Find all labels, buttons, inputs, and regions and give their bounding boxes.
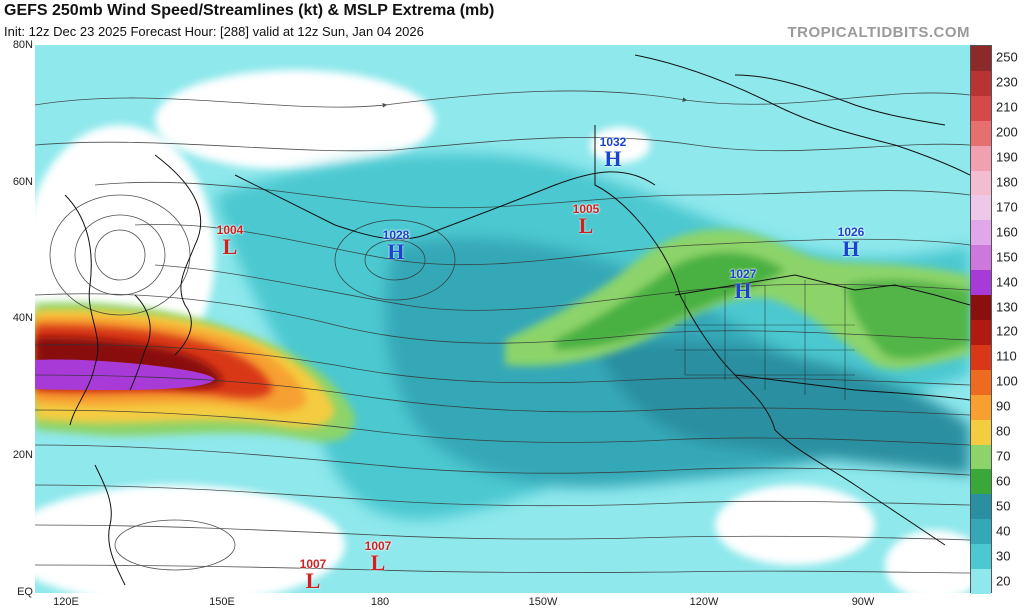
low-symbol: L: [370, 550, 386, 575]
colorbar-tick-label: 150: [996, 249, 1018, 265]
colorbar-tick-label: 190: [996, 149, 1018, 165]
colorbar-swatch: [971, 369, 991, 395]
high-symbol: H: [604, 146, 622, 171]
colorbar-swatch: [971, 195, 991, 221]
brand-watermark[interactable]: TROPICALTIDBITS.COM: [787, 24, 970, 41]
high-symbol: H: [387, 239, 405, 264]
lon-label-120w: 120W: [689, 596, 719, 608]
high-symbol: H: [842, 236, 860, 261]
pressure-value: 1004: [216, 223, 244, 237]
colorbar-swatch: [971, 70, 991, 96]
lon-label-90w: 90W: [851, 596, 875, 608]
lon-label-150w: 150W: [528, 596, 558, 608]
low-symbol: L: [305, 568, 321, 593]
colorbar-swatch: [971, 170, 991, 196]
pressure-value: 1027: [729, 267, 757, 281]
pressure-value: 1005: [572, 202, 600, 216]
lon-label-150e: 150E: [209, 596, 235, 608]
wind-field-svg: [35, 45, 970, 593]
lat-label-60n: 60N: [12, 176, 33, 188]
colorbar-swatch: [971, 344, 991, 370]
colorbar-tick-label: 40: [996, 523, 1011, 539]
lon-label-180: 180: [370, 596, 390, 608]
colorbar-swatch: [971, 494, 991, 520]
colorbar-swatch: [971, 469, 991, 495]
high-pressure-marker[interactable]: 1027 H: [729, 267, 757, 303]
colorbar-tick-label: 70: [996, 448, 1011, 464]
high-pressure-marker[interactable]: 1026 H: [837, 225, 865, 261]
high-symbol: H: [734, 278, 752, 303]
map-title: GEFS 250mb Wind Speed/Streamlines (kt) &…: [4, 2, 495, 19]
colorbar-tick-label: 50: [996, 498, 1011, 514]
streamlines: [35, 90, 970, 574]
colorbar-swatch: [971, 444, 991, 470]
colorbar-tick-label: 140: [996, 274, 1018, 290]
colorbar-tick-label: 80: [996, 423, 1011, 439]
colorbar-tick-label: 200: [996, 124, 1018, 140]
lat-label-40n: 40N: [12, 312, 33, 324]
colorbar-swatch: [971, 419, 991, 445]
state-borders: [675, 280, 855, 400]
wind-speed-map[interactable]: [35, 45, 970, 593]
high-pressure-marker[interactable]: 1028 H: [382, 228, 410, 264]
colorbar-tick-label: 130: [996, 299, 1018, 315]
colorbar-swatch: [971, 95, 991, 121]
lat-label-80n: 80N: [12, 39, 33, 51]
colorbar-tick-label: 60: [996, 473, 1011, 489]
colorbar-tick-label: 30: [996, 548, 1011, 564]
pressure-value: 1028: [382, 228, 410, 242]
wind-speed-colorbar: [970, 45, 992, 594]
colorbar-swatch: [971, 145, 991, 171]
colorbar-swatch: [971, 245, 991, 271]
low-pressure-marker[interactable]: 1005 L: [572, 202, 600, 238]
lat-label-eq: EQ: [17, 586, 33, 598]
pressure-value: 1026: [837, 225, 865, 239]
pressure-value: 1007: [299, 557, 327, 571]
colorbar-tick-label: 20: [996, 573, 1011, 589]
low-pressure-marker[interactable]: 1004 L: [216, 223, 244, 259]
pressure-value: 1007: [364, 539, 392, 553]
lon-label-120e: 120E: [53, 596, 79, 608]
colorbar-swatch: [971, 394, 991, 420]
colorbar-swatch: [971, 544, 991, 570]
colorbar-tick-label: 100: [996, 373, 1018, 389]
colorbar-tick-label: 110: [996, 348, 1017, 364]
colorbar-tick-label: 90: [996, 398, 1011, 414]
lat-label-20n: 20N: [12, 449, 33, 461]
low-symbol: L: [578, 213, 594, 238]
colorbar-swatch: [971, 295, 991, 320]
colorbar-tick-label: 180: [996, 174, 1018, 190]
colorbar-swatch: [971, 120, 991, 146]
low-pressure-marker[interactable]: 1007 L: [299, 557, 327, 593]
colorbar-swatch: [971, 46, 991, 71]
colorbar-tick-label: 160: [996, 224, 1018, 240]
pressure-value: 1032: [599, 135, 627, 149]
high-pressure-marker[interactable]: 1032 H: [599, 135, 627, 171]
low-pressure-marker[interactable]: 1007 L: [364, 539, 392, 575]
colorbar-tick-label: 120: [996, 323, 1018, 339]
low-symbol: L: [222, 234, 238, 259]
colorbar-tick-label: 210: [996, 99, 1018, 115]
colorbar-tick-label: 170: [996, 199, 1018, 215]
colorbar-tick-label: 230: [996, 74, 1018, 90]
colorbar-swatch: [971, 569, 991, 594]
pacific-jet-core: [35, 302, 355, 442]
colorbar-swatch: [971, 519, 991, 545]
map-subtitle: Init: 12z Dec 23 2025 Forecast Hour: [28…: [4, 24, 424, 39]
colorbar-tick-label: 250: [996, 49, 1018, 65]
colorbar-swatch: [971, 270, 991, 296]
colorbar-swatch: [971, 220, 991, 246]
colorbar-swatch: [971, 319, 991, 345]
